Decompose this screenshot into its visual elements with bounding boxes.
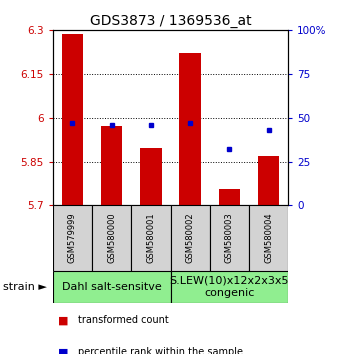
Text: GSM580001: GSM580001	[146, 213, 155, 263]
Text: GSM580000: GSM580000	[107, 213, 116, 263]
Text: GSM579999: GSM579999	[68, 213, 77, 263]
Text: GSM580003: GSM580003	[225, 213, 234, 263]
Bar	[92, 205, 131, 271]
Text: Dahl salt-sensitve: Dahl salt-sensitve	[62, 282, 162, 292]
Bar	[210, 205, 249, 271]
Text: ■: ■	[58, 347, 69, 354]
Bar	[53, 271, 170, 303]
Bar	[53, 205, 92, 271]
Bar	[179, 53, 201, 205]
Bar	[258, 156, 279, 205]
Title: GDS3873 / 1369536_at: GDS3873 / 1369536_at	[90, 14, 251, 28]
Bar	[170, 271, 288, 303]
Text: ■: ■	[58, 315, 69, 325]
Text: GSM580004: GSM580004	[264, 213, 273, 263]
Text: S.LEW(10)x12x2x3x5
congenic: S.LEW(10)x12x2x3x5 congenic	[169, 276, 289, 298]
Text: GSM580002: GSM580002	[186, 213, 195, 263]
Text: percentile rank within the sample: percentile rank within the sample	[78, 347, 243, 354]
Text: strain ►: strain ►	[3, 282, 47, 292]
Bar	[131, 205, 170, 271]
Bar	[249, 205, 288, 271]
Bar	[140, 148, 162, 205]
Bar	[219, 189, 240, 205]
Bar	[101, 126, 122, 205]
Text: transformed count: transformed count	[78, 315, 169, 325]
Bar	[170, 205, 210, 271]
Bar	[62, 34, 83, 205]
